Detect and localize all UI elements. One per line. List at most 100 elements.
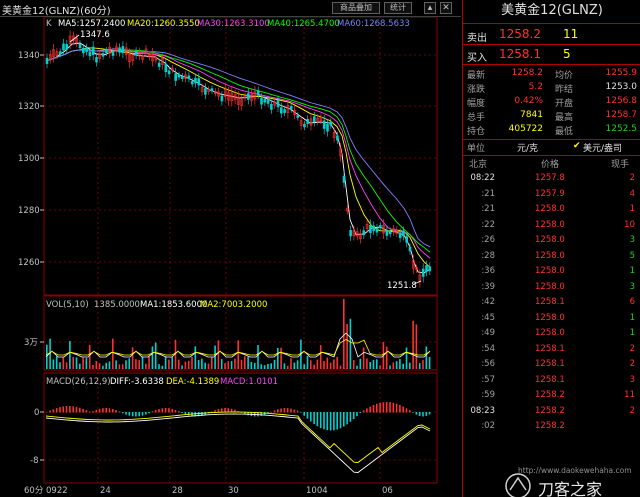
volume-bar (230, 361, 233, 369)
volume-bar (55, 356, 58, 369)
candle-body (322, 120, 326, 129)
macd-bar (158, 408, 160, 413)
tick-row[interactable]: :54 1258.1 2 (463, 343, 640, 359)
macd-bar (412, 412, 414, 413)
stat-value: 405722 (508, 124, 543, 134)
ma5-legend: MA5:1257.2400 (58, 19, 125, 29)
macd-bar (247, 412, 249, 416)
macd-bar (138, 412, 140, 417)
ticks-header-qty: 现手 (611, 160, 630, 170)
tick-row[interactable]: :21 1258.0 1 (463, 203, 640, 219)
macd-dea: DEA:-4.1389 (166, 377, 219, 387)
volume-bar (46, 344, 48, 369)
sell-qty: 11 (563, 27, 579, 41)
volume-bar (224, 363, 226, 369)
candle-body (45, 57, 49, 64)
quote-title: 美黄金12(GLNZ) (463, 0, 640, 24)
tick-row[interactable]: :26 1258.0 3 (463, 234, 640, 250)
candle-body (411, 260, 415, 269)
candle-body (247, 93, 250, 100)
macd-bar (343, 412, 345, 427)
macd-bar (85, 410, 88, 413)
volume-bar (339, 365, 342, 369)
tick-row[interactable]: :45 1258.0 1 (463, 312, 640, 328)
unit-option-yuan-per-gram[interactable]: 元/克 (517, 144, 539, 154)
candle-body (154, 57, 158, 61)
ma30-legend: MA30:1263.3100 (197, 19, 270, 29)
candle-body (52, 49, 55, 58)
candle-body (58, 51, 62, 55)
tick-time: :56 (481, 359, 495, 369)
sell-row[interactable]: 卖出 1258.2 11 (463, 27, 640, 44)
tick-row[interactable]: :59 1258.2 11 (463, 389, 640, 405)
volume-bar (369, 361, 371, 369)
tick-row[interactable]: :39 1258.0 3 (463, 281, 640, 297)
tick-row[interactable]: :02 1258.2 (463, 420, 640, 436)
statistics-button[interactable]: 统计 (384, 2, 412, 14)
volume-bar (270, 363, 272, 369)
volume-bar (240, 359, 243, 369)
tick-row[interactable]: :57 1258.1 3 (463, 374, 640, 390)
buy-row[interactable]: 买入 1258.1 5 (463, 47, 640, 64)
tick-row[interactable]: :28 1258.0 5 (463, 250, 640, 266)
price-panel-frame (43, 17, 438, 296)
candle-body (55, 51, 59, 56)
macd-bar (105, 408, 107, 413)
candle-body (402, 230, 405, 237)
volume-bar (428, 356, 431, 369)
tick-row[interactable]: :42 1258.1 6 (463, 296, 640, 312)
tick-qty: 3 (629, 374, 635, 385)
k-label: K (46, 19, 52, 29)
macd-bar (392, 402, 395, 413)
quote-panel: 美黄金12(GLNZ) 卖出 1258.2 11 买入 1258.1 5 最新 1… (462, 0, 640, 497)
chart-title-bar: 美黄金12(GLNZ)(60分) 商品叠加 统计 ▴ ✕ (0, 0, 461, 17)
overlay-commodity-button[interactable]: 商品叠加 (332, 2, 380, 14)
candle-body (336, 135, 339, 141)
candle-body (181, 75, 184, 79)
macd-bar (422, 412, 424, 417)
candle-body (342, 175, 346, 183)
ma40-line (45, 49, 431, 253)
macd-bar (197, 412, 200, 417)
tick-row[interactable]: :49 1258.0 1 (463, 327, 640, 343)
tick-qty: 3 (629, 235, 635, 245)
volume-bar (234, 358, 236, 369)
tick-time: :42 (481, 297, 495, 307)
volume-bar (69, 341, 71, 369)
candle-body (214, 90, 217, 94)
tick-row[interactable]: :22 1258.0 10 (463, 219, 640, 235)
x-tick-1004: 1004 (306, 486, 328, 496)
tick-row[interactable]: :21 1257.9 4 (463, 188, 640, 204)
volume-bar (303, 364, 305, 369)
candle-body (65, 44, 69, 50)
macd-bar (425, 412, 428, 416)
scroll-up-icon[interactable]: ▴ (424, 2, 436, 14)
macd-bar (46, 412, 48, 413)
macd-bar (280, 408, 282, 413)
volume-bar (376, 359, 378, 369)
tick-row[interactable]: 08:23 1258.2 2 (463, 405, 640, 421)
unit-option-usd-per-oz[interactable]: 美元/盎司 (583, 144, 623, 154)
candle-body (378, 225, 382, 229)
volume-bar (145, 363, 147, 369)
volume-bar (366, 358, 368, 369)
macd-bar (283, 408, 286, 413)
tick-row[interactable]: 08:22 1257.8 2 (463, 172, 640, 188)
volume-bar (88, 344, 91, 369)
macd-bar (211, 411, 213, 413)
macd-bar (257, 412, 259, 417)
tick-row[interactable]: :36 1258.0 1 (463, 265, 640, 281)
tick-qty: 3 (629, 281, 635, 292)
tick-qty: 6 (629, 297, 635, 307)
tick-row[interactable]: :56 1258.1 2 (463, 358, 640, 374)
volume-bar (125, 360, 127, 369)
tick-time: :21 (481, 188, 495, 199)
close-icon[interactable]: ✕ (440, 2, 452, 14)
volume-bar (283, 363, 286, 369)
macd-bar (319, 412, 322, 429)
candle-body (190, 81, 194, 85)
candle-body (82, 47, 85, 54)
macd-bar (214, 410, 216, 413)
macd-bar (306, 412, 309, 419)
kline-chart[interactable]: K MA5:1257.2400 MA20:1260.3550 MA30:1263… (0, 17, 461, 497)
